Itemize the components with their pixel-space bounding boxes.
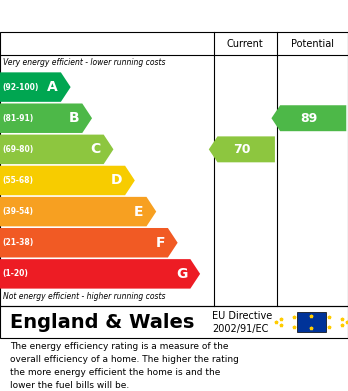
Polygon shape bbox=[0, 104, 92, 133]
Text: 89: 89 bbox=[300, 112, 317, 125]
Polygon shape bbox=[0, 166, 135, 195]
Text: D: D bbox=[111, 174, 122, 187]
Text: Current: Current bbox=[227, 39, 264, 49]
Text: Potential: Potential bbox=[291, 39, 334, 49]
Text: (55-68): (55-68) bbox=[3, 176, 34, 185]
Text: The energy efficiency rating is a measure of the
overall efficiency of a home. T: The energy efficiency rating is a measur… bbox=[10, 343, 239, 390]
Polygon shape bbox=[271, 105, 346, 131]
Text: B: B bbox=[69, 111, 79, 125]
Text: (21-38): (21-38) bbox=[3, 238, 34, 247]
Bar bbox=[296, 312, 326, 332]
Polygon shape bbox=[209, 136, 275, 162]
Text: Very energy efficient - lower running costs: Very energy efficient - lower running co… bbox=[3, 58, 166, 67]
Text: EU Directive
2002/91/EC: EU Directive 2002/91/EC bbox=[212, 310, 272, 334]
Polygon shape bbox=[0, 72, 71, 102]
Text: (92-100): (92-100) bbox=[3, 83, 39, 91]
Polygon shape bbox=[0, 135, 113, 164]
Text: England & Wales: England & Wales bbox=[10, 313, 195, 332]
Text: 70: 70 bbox=[233, 143, 251, 156]
Text: Energy Efficiency Rating: Energy Efficiency Rating bbox=[10, 7, 239, 25]
Text: Not energy efficient - higher running costs: Not energy efficient - higher running co… bbox=[3, 292, 166, 301]
Text: (39-54): (39-54) bbox=[3, 207, 34, 216]
Text: G: G bbox=[176, 267, 188, 281]
Text: (81-91): (81-91) bbox=[3, 114, 34, 123]
Text: F: F bbox=[156, 236, 165, 250]
Text: (69-80): (69-80) bbox=[3, 145, 34, 154]
Text: (1-20): (1-20) bbox=[3, 269, 29, 278]
Polygon shape bbox=[0, 228, 177, 258]
Text: C: C bbox=[90, 142, 101, 156]
Polygon shape bbox=[0, 197, 156, 226]
Text: A: A bbox=[47, 80, 58, 94]
Text: E: E bbox=[134, 204, 144, 219]
Polygon shape bbox=[0, 259, 200, 289]
